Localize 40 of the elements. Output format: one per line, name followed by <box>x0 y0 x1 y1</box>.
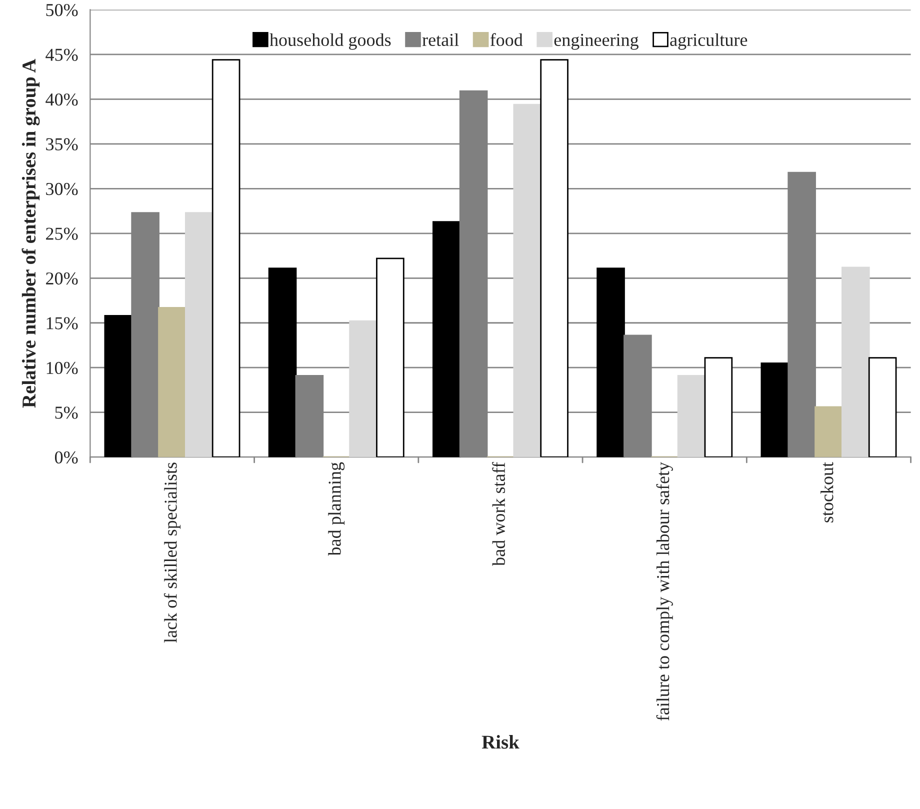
legend-label: agriculture <box>670 33 748 50</box>
legend-label: household goods <box>270 33 391 50</box>
bar <box>513 104 542 458</box>
bar <box>704 357 733 458</box>
bar <box>842 266 870 458</box>
y-tick-label: 25% <box>46 228 78 240</box>
bar <box>184 212 214 458</box>
bar <box>432 221 461 458</box>
x-tick-label: failure to comply with labour safety <box>656 462 673 721</box>
y-tick-label: 30% <box>46 182 78 196</box>
x-axis-title: Risk <box>482 735 520 749</box>
bar <box>677 374 706 458</box>
y-tick-label: 10% <box>46 362 78 374</box>
x-tick-label: lack of skilled specialists <box>164 462 181 643</box>
y-tick-label: 50% <box>46 4 78 16</box>
y-tick-label: 15% <box>46 317 78 330</box>
x-tick-label: bad work staff <box>492 462 505 566</box>
bar <box>540 59 568 458</box>
y-tick-label: 0% <box>54 451 78 464</box>
y-tick-label: 35% <box>46 138 78 150</box>
y-tick-label: 20% <box>46 272 78 285</box>
y-tick-label: 40% <box>46 93 78 106</box>
bar <box>760 362 790 458</box>
legend-label: retail <box>422 33 459 46</box>
y-tick-label: 45% <box>46 48 78 61</box>
bar <box>596 268 625 458</box>
x-tick-label: stockout <box>820 462 834 522</box>
y-tick-label: 5% <box>55 406 78 419</box>
legend-label: food <box>490 33 523 46</box>
bar <box>814 406 843 458</box>
bar <box>268 268 297 458</box>
bar <box>376 258 404 458</box>
y-axis-title: Relative number of enterprises in group A <box>22 58 40 408</box>
x-tick-label: bad planning <box>328 462 345 556</box>
bar <box>349 320 378 458</box>
bar <box>868 357 897 458</box>
bar <box>104 315 133 458</box>
legend-label: engineering <box>554 34 638 50</box>
bar <box>212 59 240 458</box>
bar <box>158 306 186 458</box>
